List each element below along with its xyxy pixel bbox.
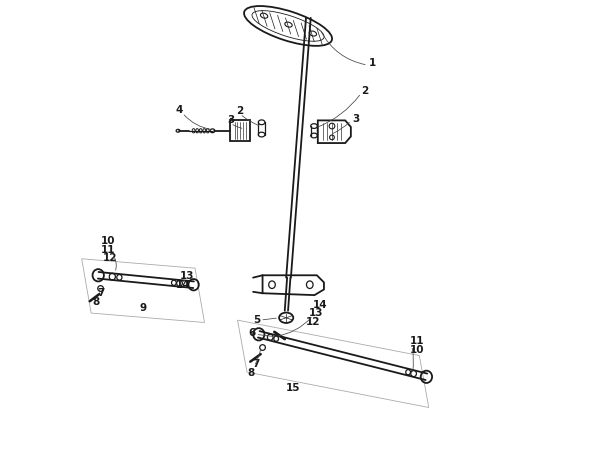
Text: 14: 14 bbox=[176, 280, 190, 290]
Text: 3: 3 bbox=[352, 114, 359, 124]
Text: 8: 8 bbox=[247, 369, 255, 379]
Text: 7: 7 bbox=[97, 288, 104, 298]
Text: 2: 2 bbox=[362, 86, 368, 96]
Text: 12: 12 bbox=[305, 316, 320, 326]
Text: 15: 15 bbox=[286, 383, 300, 393]
Text: 1: 1 bbox=[368, 58, 376, 68]
Text: 13: 13 bbox=[180, 271, 194, 281]
Text: 5: 5 bbox=[253, 315, 260, 325]
Text: 11: 11 bbox=[409, 336, 424, 346]
Text: 12: 12 bbox=[103, 253, 118, 263]
Text: 2: 2 bbox=[236, 106, 244, 116]
Text: 10: 10 bbox=[100, 236, 115, 246]
Text: 8: 8 bbox=[92, 297, 100, 307]
Text: 6: 6 bbox=[248, 328, 255, 338]
Text: 10: 10 bbox=[409, 345, 424, 355]
Text: 13: 13 bbox=[309, 308, 324, 318]
Text: 14: 14 bbox=[313, 300, 327, 310]
Text: 3: 3 bbox=[227, 115, 234, 125]
Text: 4: 4 bbox=[176, 105, 183, 115]
Text: 7: 7 bbox=[252, 359, 259, 369]
Text: 11: 11 bbox=[100, 245, 115, 255]
Text: 9: 9 bbox=[140, 304, 147, 314]
